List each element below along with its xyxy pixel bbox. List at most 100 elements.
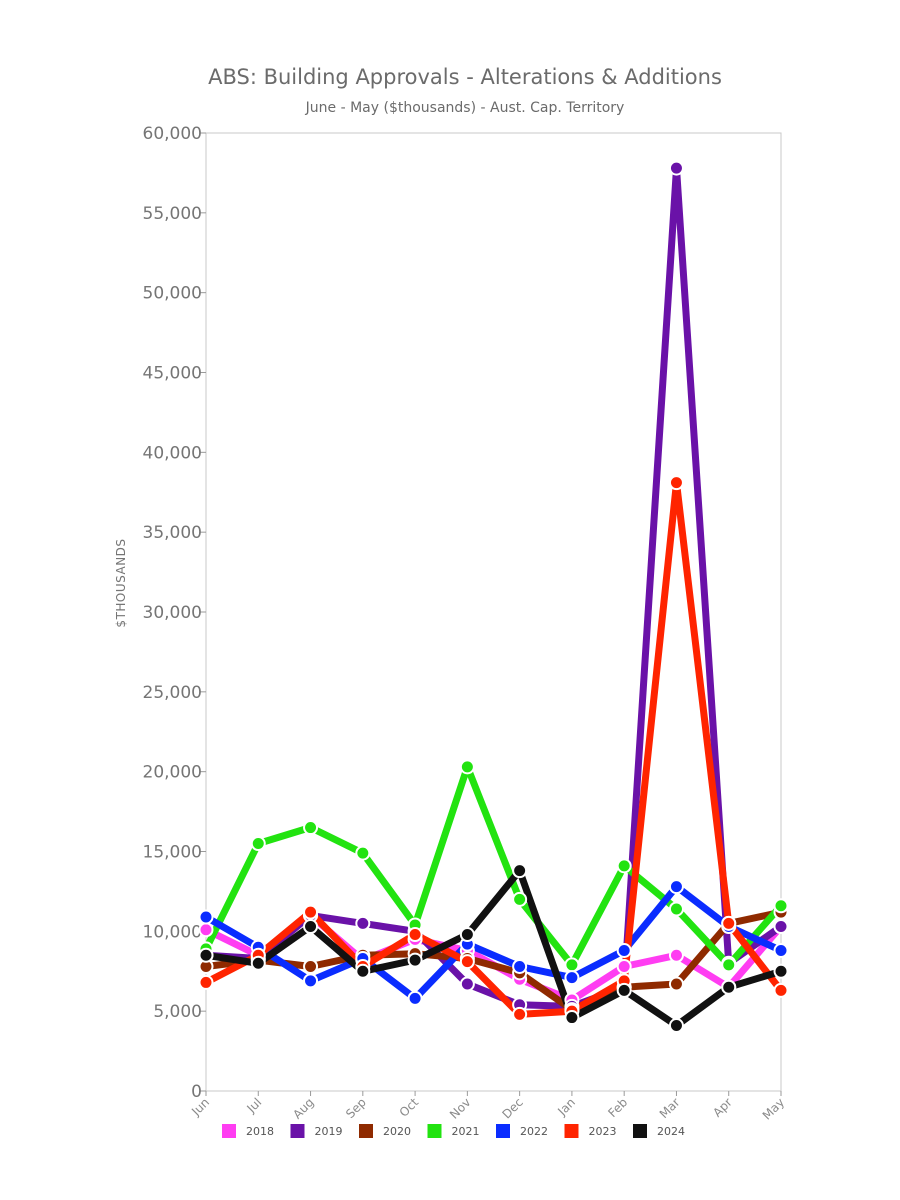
legend-swatch (564, 1124, 579, 1138)
legend-swatch (633, 1124, 647, 1138)
series-line-2019 (202, 164, 785, 1010)
data-point-2018[interactable] (616, 958, 632, 974)
y-tick-label: 60,000 (143, 124, 202, 144)
x-tick-label: Jan (554, 1095, 578, 1119)
data-point-2023[interactable] (198, 974, 214, 990)
legend-item-2021[interactable]: 2021 (427, 1124, 480, 1138)
data-point-2024[interactable] (355, 963, 371, 979)
series-line-2023 (202, 479, 785, 1018)
x-axis-ticks: Jun Jul Aug Sep Oct Nov Dec Jan Feb Mar Apr May (188, 1091, 787, 1123)
data-point-2019[interactable] (668, 160, 684, 176)
data-point-2021[interactable] (459, 759, 475, 775)
data-point-2022[interactable] (564, 970, 580, 986)
data-point-2020[interactable] (668, 976, 684, 992)
data-point-2022[interactable] (668, 879, 684, 895)
legend-swatch (427, 1124, 442, 1138)
data-point-2021[interactable] (303, 820, 319, 836)
legend-swatch (222, 1124, 236, 1138)
chart-subtitle: June - May ($thousands) - Aust. Cap. Ter… (305, 100, 625, 116)
legend-label: 2023 (589, 1125, 617, 1138)
y-tick-label: 55,000 (143, 204, 202, 224)
x-tick-label: Nov (447, 1095, 473, 1121)
data-point-2021[interactable] (355, 845, 371, 861)
data-point-2023[interactable] (668, 475, 684, 491)
data-point-2021[interactable] (668, 901, 684, 917)
series-group (198, 160, 789, 1034)
data-point-2023[interactable] (407, 927, 423, 943)
data-point-2022[interactable] (616, 942, 632, 958)
legend-item-2020[interactable]: 2020 (359, 1124, 411, 1138)
y-axis-label: $THOUSANDS (114, 538, 128, 627)
data-point-2023[interactable] (303, 904, 319, 920)
x-tick-label: Feb (605, 1095, 630, 1120)
data-point-2019[interactable] (355, 915, 371, 931)
legend-label: 2024 (657, 1125, 685, 1138)
y-tick-label: 15,000 (143, 843, 202, 863)
data-point-2023[interactable] (773, 982, 789, 998)
y-tick-label: 35,000 (143, 523, 202, 543)
data-point-2024[interactable] (198, 947, 214, 963)
x-tick-label: Jul (244, 1095, 265, 1116)
legend-label: 2022 (520, 1125, 548, 1138)
data-point-2022[interactable] (198, 909, 214, 925)
data-point-2022[interactable] (773, 942, 789, 958)
data-point-2024[interactable] (773, 963, 789, 979)
legend-label: 2020 (383, 1125, 411, 1138)
data-point-2019[interactable] (773, 919, 789, 935)
data-point-2021[interactable] (721, 957, 737, 973)
data-point-2023[interactable] (512, 1006, 528, 1022)
x-tick-label: Dec (499, 1095, 525, 1121)
x-tick-label: Mar (657, 1095, 683, 1121)
y-tick-label: 20,000 (143, 763, 202, 783)
data-point-2019[interactable] (459, 976, 475, 992)
data-point-2021[interactable] (564, 957, 580, 973)
data-point-2024[interactable] (459, 927, 475, 943)
data-point-2018[interactable] (198, 922, 214, 938)
legend-swatch (290, 1124, 305, 1138)
data-point-2020[interactable] (303, 958, 319, 974)
data-point-2021[interactable] (616, 858, 632, 874)
y-tick-label: 5,000 (153, 1002, 202, 1022)
series-line-2021 (202, 763, 785, 969)
data-point-2024[interactable] (721, 979, 737, 995)
data-point-2024[interactable] (668, 1018, 684, 1034)
data-point-2024[interactable] (616, 982, 632, 998)
data-point-2024[interactable] (303, 919, 319, 935)
x-tick-label: Apr (710, 1095, 735, 1120)
data-point-2023[interactable] (459, 954, 475, 970)
legend-item-2024[interactable]: 2024 (633, 1124, 685, 1138)
legend-item-2023[interactable]: 2023 (564, 1124, 617, 1138)
data-point-2022[interactable] (303, 973, 319, 989)
legend[interactable]: 2018 2019 2020 2021 2022 2023 2024 (222, 1124, 685, 1138)
legend-label: 2018 (246, 1125, 274, 1138)
data-point-2018[interactable] (668, 947, 684, 963)
data-point-2022[interactable] (512, 958, 528, 974)
data-point-2024[interactable] (564, 1010, 580, 1026)
legend-swatch (359, 1124, 373, 1138)
legend-swatch (496, 1124, 510, 1138)
y-tick-label: 0 (191, 1082, 202, 1102)
legend-item-2019[interactable]: 2019 (290, 1124, 343, 1138)
series-line-2020 (202, 908, 785, 1014)
y-tick-label: 10,000 (143, 922, 202, 942)
legend-label: 2021 (452, 1125, 480, 1138)
y-tick-label: 40,000 (143, 443, 202, 463)
data-point-2024[interactable] (250, 955, 266, 971)
y-tick-label: 50,000 (143, 284, 202, 304)
data-point-2022[interactable] (407, 990, 423, 1006)
data-point-2021[interactable] (250, 836, 266, 852)
legend-item-2018[interactable]: 2018 (222, 1124, 274, 1138)
data-point-2024[interactable] (512, 863, 528, 879)
x-tick-label: Sep (343, 1095, 369, 1121)
data-point-2021[interactable] (512, 891, 528, 907)
series-line-2024 (202, 867, 785, 1029)
y-tick-label: 45,000 (143, 364, 202, 384)
y-tick-label: 25,000 (143, 683, 202, 703)
legend-label: 2019 (315, 1125, 343, 1138)
data-point-2021[interactable] (773, 898, 789, 914)
data-point-2024[interactable] (407, 952, 423, 968)
legend-item-2022[interactable]: 2022 (496, 1124, 548, 1138)
data-point-2023[interactable] (721, 915, 737, 931)
y-axis-ticks: 0 5,000 10,000 15,000 20,000 25,000 30,000 35,0… (143, 124, 206, 1102)
